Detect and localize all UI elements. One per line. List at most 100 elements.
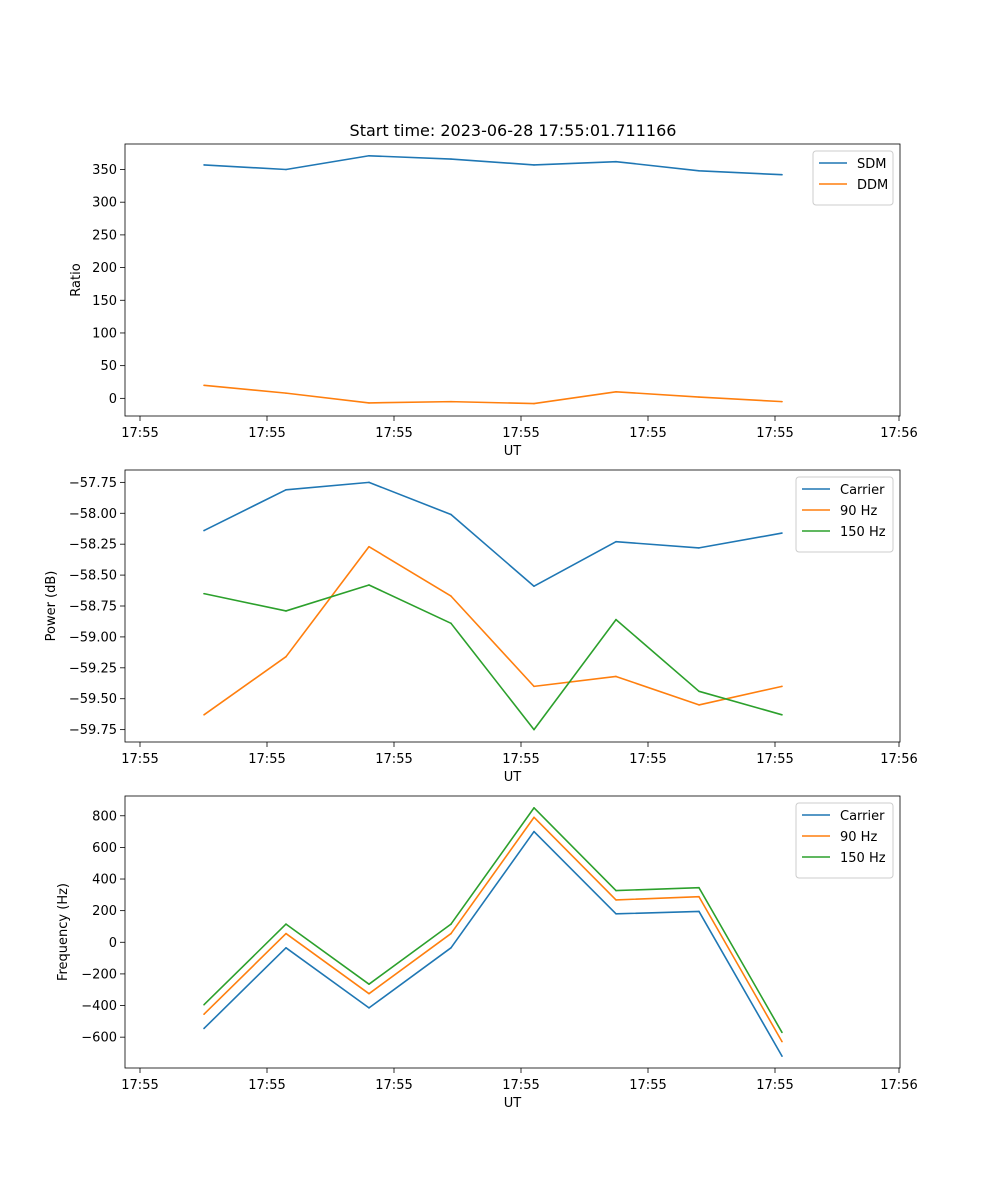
series-line-ddm (203, 384, 783, 405)
data-point-ddm (450, 400, 452, 403)
data-point-ddm (203, 384, 205, 387)
y-tick-label: 400 (92, 873, 117, 888)
x-tick-label: 17:56 (880, 1078, 917, 1093)
data-point-150-hz (698, 690, 700, 693)
chart-2: 17:55 17:55 17:55 17:55 17:55 17:55 17:56 −57.7… (44, 469, 918, 785)
data-point-90-hz (781, 1040, 783, 1043)
data-point-carrier (285, 488, 287, 491)
data-point-90-hz (615, 899, 617, 901)
series-line-90-hz (203, 816, 783, 1042)
y-tick-label: −59.75 (69, 723, 117, 738)
data-point-90-hz (533, 816, 535, 819)
y-tick-label: −58.00 (69, 507, 117, 522)
x-tick-label: 17:55 (502, 752, 539, 767)
data-point-150-hz (368, 983, 370, 985)
x-tick-label: 17:55 (121, 752, 158, 767)
chart-3-axes-frame (124, 795, 901, 1069)
y-tick-label: −59.50 (69, 692, 117, 707)
y-tick-label: 150 (92, 294, 117, 309)
y-tick-label: 800 (92, 809, 117, 824)
x-axis-label: UT (504, 1096, 522, 1111)
x-tick-label: 17:55 (375, 426, 412, 441)
data-point-ddm (781, 400, 783, 403)
legend-box (812, 150, 894, 206)
data-point-sdm (203, 164, 205, 166)
data-point-carrier (698, 910, 700, 913)
y-tick-label: 0 (109, 936, 117, 951)
legend-label: 90 Hz (840, 830, 877, 845)
data-point-sdm (450, 158, 452, 160)
data-point-90-hz (368, 992, 370, 995)
data-point-150-hz (533, 728, 535, 731)
series-line-150-hz (203, 807, 783, 1033)
data-point-90-hz (698, 895, 700, 898)
data-point-carrier (285, 947, 287, 949)
legend-label: Carrier (840, 809, 885, 824)
data-point-150-hz (285, 923, 287, 925)
y-tick-label: 50 (100, 359, 117, 374)
data-point-150-hz (781, 714, 783, 716)
x-tick-label: 17:56 (880, 426, 917, 441)
chart-3: 17:55 17:55 17:55 17:55 17:55 17:55 17:56 800 60… (56, 795, 918, 1111)
series-line-carrier (203, 481, 783, 588)
data-point-90-hz (533, 685, 535, 688)
legend-box (795, 802, 894, 879)
y-tick-label: −57.75 (69, 476, 117, 491)
data-point-ddm (698, 396, 700, 398)
x-tick-label: 17:55 (629, 1078, 666, 1093)
data-point-90-hz (781, 685, 783, 688)
data-point-carrier (615, 913, 617, 915)
x-tick-label: 17:55 (756, 426, 793, 441)
series-line-carrier (203, 830, 783, 1057)
data-point-150-hz (615, 889, 617, 892)
data-point-carrier (698, 547, 700, 549)
data-point-carrier (368, 481, 370, 484)
chart-1: 17:55 17:55 17:55 17:55 17:55 17:55 17:56 0 50 10… (69, 143, 918, 459)
y-axis-label: Frequency (Hz) (56, 883, 71, 981)
data-point-carrier (450, 947, 452, 949)
x-tick-label: 17:55 (248, 426, 285, 441)
plots-group: 17:55 17:55 17:55 17:55 17:55 17:55 17:56 0 50 10… (44, 143, 918, 1111)
legend-label: 150 Hz (840, 851, 886, 866)
y-tick-label: −59.00 (69, 630, 117, 645)
data-point-150-hz (203, 592, 205, 595)
legend-label: 150 Hz (840, 525, 886, 540)
y-tick-label: 200 (92, 904, 117, 919)
data-point-carrier (781, 1055, 783, 1057)
y-tick-label: −58.75 (69, 600, 117, 615)
legend-label: Carrier (840, 483, 885, 498)
data-point-90-hz (285, 932, 287, 935)
data-point-sdm (285, 168, 287, 171)
x-tick-label: 17:56 (880, 752, 917, 767)
data-point-90-hz (450, 595, 452, 597)
y-tick-label: 350 (92, 163, 117, 178)
data-point-sdm (698, 170, 700, 172)
y-tick-label: 0 (109, 392, 117, 407)
y-tick-label: −58.25 (69, 538, 117, 553)
legend-box (795, 476, 894, 553)
data-point-150-hz (450, 923, 452, 925)
data-point-sdm (533, 164, 535, 166)
data-point-90-hz (203, 714, 205, 716)
data-point-ddm (368, 402, 370, 404)
data-point-carrier (615, 540, 617, 543)
y-tick-label: 300 (92, 196, 117, 211)
data-point-carrier (533, 585, 535, 588)
data-point-150-hz (203, 1003, 205, 1006)
data-point-carrier (368, 1007, 370, 1009)
y-tick-label: −59.25 (69, 661, 117, 676)
legend-label: SDM (857, 157, 886, 172)
legend-label: DDM (857, 178, 888, 193)
y-tick-label: 600 (92, 841, 117, 856)
data-point-carrier (781, 532, 783, 534)
data-point-carrier (203, 1027, 205, 1030)
chart-1-axes-frame (124, 143, 901, 417)
data-point-90-hz (450, 932, 452, 935)
data-point-carrier (203, 529, 205, 532)
x-tick-label: 17:55 (502, 426, 539, 441)
data-point-sdm (368, 154, 370, 157)
x-tick-label: 17:55 (121, 1078, 158, 1093)
data-point-90-hz (203, 1013, 205, 1016)
data-point-carrier (450, 513, 452, 516)
x-tick-label: 17:55 (248, 1078, 285, 1093)
